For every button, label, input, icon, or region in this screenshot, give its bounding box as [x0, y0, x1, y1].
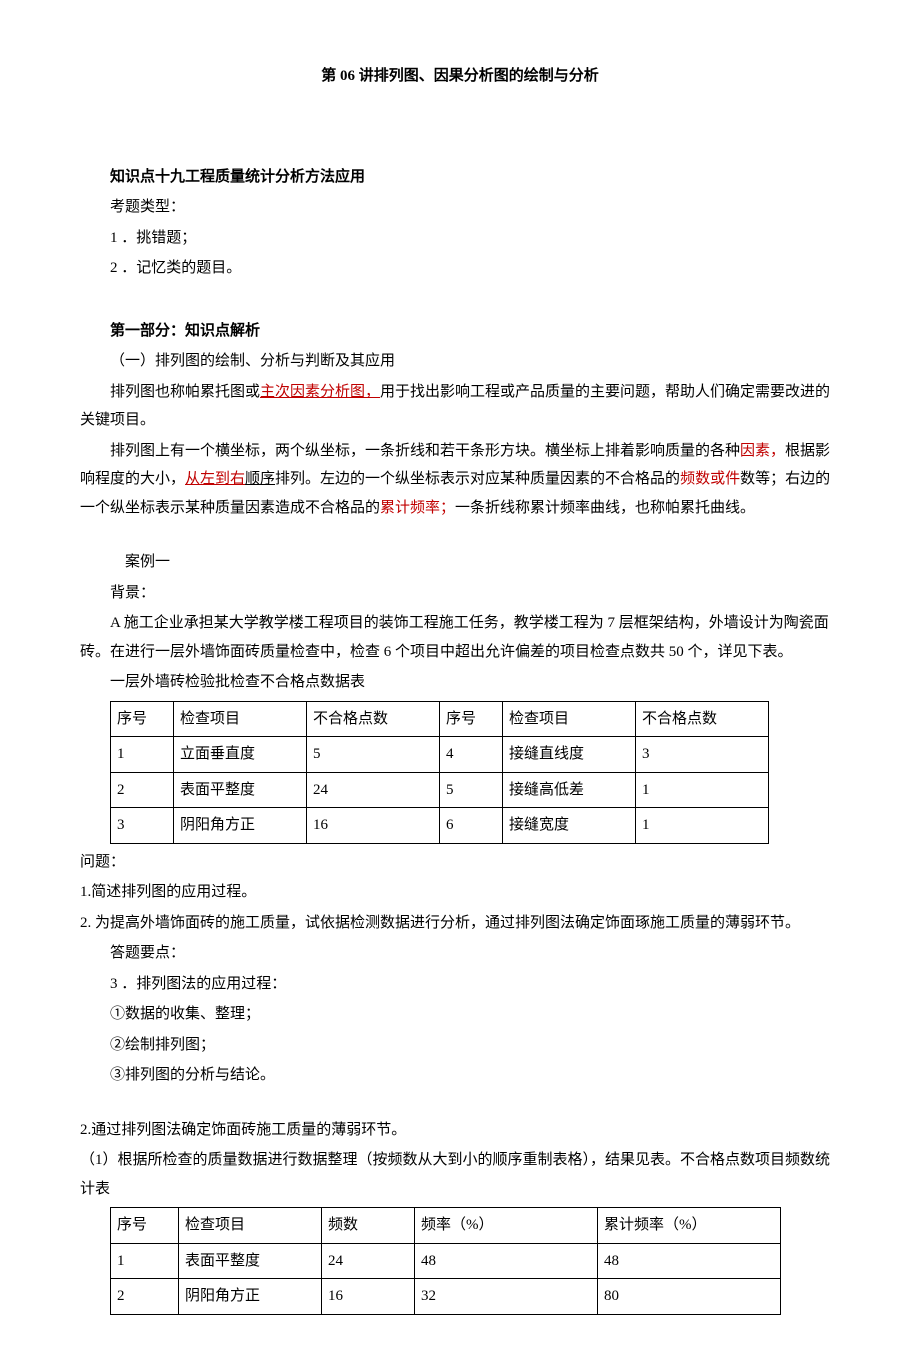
para2-text-f: 排列。左边的一个纵坐标表示对应某种质量因素的不合格品的	[275, 471, 680, 487]
answer-3-1: ①数据的收集、整理；	[80, 1000, 840, 1029]
th: 序号	[111, 701, 174, 737]
td: 表面平整度	[179, 1243, 322, 1279]
para2-underline-e: 顺序	[245, 471, 275, 487]
para2-text-a: 排列图上有一个横坐标，两个纵坐标，一条折线和若干条形方块。横坐标上排着影响质量的…	[110, 443, 740, 459]
exam-type-1: 1 ．挑错题；	[80, 224, 840, 253]
td: 1	[636, 808, 769, 844]
para2-highlight-g: 频数或件	[680, 471, 740, 487]
td: 16	[322, 1279, 415, 1315]
td: 5	[307, 737, 440, 773]
td: 阴阳角方正	[179, 1279, 322, 1315]
table-row: 1 立面垂直度 5 4 接缝直线度 3	[111, 737, 769, 773]
td: 4	[440, 737, 503, 773]
table-frequency: 序号 检查项目 频数 频率（%） 累计频率（%） 1 表面平整度 24 48 4…	[110, 1207, 781, 1315]
para2-text-j: 一条折线称累计频率曲线，也称帕累托曲线。	[455, 500, 755, 516]
exam-type-2: 2 ．记忆类的题目。	[80, 254, 840, 283]
table-header-row: 序号 检查项目 不合格点数 序号 检查项目 不合格点数	[111, 701, 769, 737]
answer-3: 3 ．排列图法的应用过程：	[80, 970, 840, 999]
td: 接缝宽度	[503, 808, 636, 844]
answer-3-3: ③排列图的分析与结论。	[80, 1061, 840, 1090]
th: 检查项目	[179, 1208, 322, 1244]
td: 立面垂直度	[174, 737, 307, 773]
th: 不合格点数	[307, 701, 440, 737]
table-row: 2 阴阳角方正 16 32 80	[111, 1279, 781, 1315]
th: 序号	[440, 701, 503, 737]
table-inspection-data: 序号 检查项目 不合格点数 序号 检查项目 不合格点数 1 立面垂直度 5 4 …	[110, 701, 769, 844]
td: 阴阳角方正	[174, 808, 307, 844]
td: 6	[440, 808, 503, 844]
td: 24	[322, 1243, 415, 1279]
page-title: 第 06 讲排列图、因果分析图的绘制与分析	[80, 62, 840, 91]
table-header-row: 序号 检查项目 频数 频率（%） 累计频率（%）	[111, 1208, 781, 1244]
question-2: 2. 为提高外墙饰面砖的施工质量，试依据检测数据进行分析，通过排列图法确定饰面琢…	[80, 909, 840, 938]
table1-caption: 一层外墙砖检验批检查不合格点数据表	[80, 668, 840, 697]
para2-highlight-i: 累计频率；	[380, 500, 455, 516]
answer-label: 答题要点：	[80, 939, 840, 968]
th: 不合格点数	[636, 701, 769, 737]
question-1: 1.简述排列图的应用过程。	[80, 878, 840, 907]
question-label: 问题：	[80, 848, 840, 877]
td: 1	[111, 1243, 179, 1279]
answer-3-2: ②绘制排列图；	[80, 1031, 840, 1060]
td: 24	[307, 772, 440, 808]
td: 16	[307, 808, 440, 844]
table-row: 1 表面平整度 24 48 48	[111, 1243, 781, 1279]
td: 1	[111, 737, 174, 773]
td: 32	[415, 1279, 598, 1315]
td: 3	[636, 737, 769, 773]
para2-highlight-d: 从左到右	[185, 471, 245, 487]
paragraph-2: 排列图上有一个横坐标，两个纵坐标，一条折线和若干条形方块。横坐标上排着影响质量的…	[80, 437, 840, 523]
part1-heading: 第一部分：知识点解析	[80, 317, 840, 346]
th: 检查项目	[174, 701, 307, 737]
th: 累计频率（%）	[598, 1208, 781, 1244]
td: 表面平整度	[174, 772, 307, 808]
case1-label: 案例一	[80, 548, 840, 577]
td: 2	[111, 772, 174, 808]
th: 频率（%）	[415, 1208, 598, 1244]
th: 检查项目	[503, 701, 636, 737]
paragraph-1: 排列图也称帕累托图或主次因素分析图，用于找出影响工程或产品质量的主要问题，帮助人…	[80, 378, 840, 435]
td: 80	[598, 1279, 781, 1315]
exam-type-label: 考题类型：	[80, 193, 840, 222]
td: 接缝直线度	[503, 737, 636, 773]
para1-highlight-b: 主次因素分析图，	[260, 384, 380, 400]
td: 5	[440, 772, 503, 808]
td: 2	[111, 1279, 179, 1315]
td: 48	[415, 1243, 598, 1279]
table-row: 3 阴阳角方正 16 6 接缝宽度 1	[111, 808, 769, 844]
background-label: 背景：	[80, 579, 840, 608]
table-row: 2 表面平整度 24 5 接缝高低差 1	[111, 772, 769, 808]
para2-highlight-b: 因素，	[740, 443, 785, 459]
td: 1	[636, 772, 769, 808]
td: 48	[598, 1243, 781, 1279]
para1-text-a: 排列图也称帕累托图或	[110, 384, 260, 400]
answer-2-1: （1）根据所检查的质量数据进行数据整理（按频数从大到小的顺序重制表格），结果见表…	[80, 1146, 840, 1203]
td: 接缝高低差	[503, 772, 636, 808]
th: 序号	[111, 1208, 179, 1244]
th: 频数	[322, 1208, 415, 1244]
case1-text: A 施工企业承担某大学教学楼工程项目的装饰工程施工任务，教学楼工程为 7 层框架…	[80, 609, 840, 666]
td: 3	[111, 808, 174, 844]
heading-knowledge-point: 知识点十九工程质量统计分析方法应用	[80, 163, 840, 192]
answer-2: 2.通过排列图法确定饰面砖施工质量的薄弱环节。	[80, 1116, 840, 1145]
subsection-1: （一）排列图的绘制、分析与判断及其应用	[80, 347, 840, 376]
